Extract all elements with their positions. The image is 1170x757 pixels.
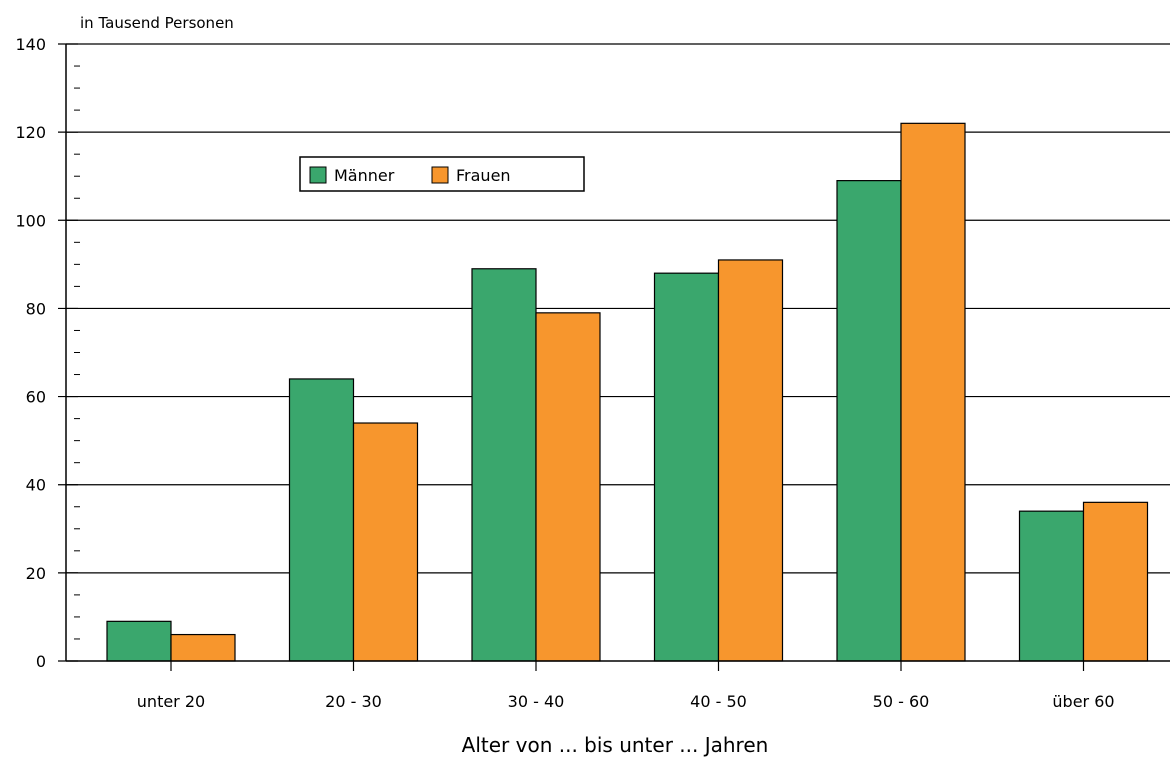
y-tick-label: 100 [15, 211, 46, 230]
bar-maenner [653, 272, 720, 662]
bar-maenner [1018, 510, 1085, 662]
bar-frauen [170, 633, 236, 662]
bar-frauen [535, 312, 601, 662]
y-tick-label: 120 [15, 123, 46, 142]
bar-frauen [352, 422, 419, 662]
x-axis-categories: unter 20 20 - 30 30 - 40 40 - 50 50 - 60 über… [137, 661, 1115, 711]
bars [106, 122, 1149, 662]
bar-frauen [717, 259, 784, 662]
y-tick-label: 40 [26, 476, 46, 495]
y-tick-label: 140 [15, 35, 46, 54]
x-category-label: unter 20 [137, 692, 205, 711]
y-axis-ticks: 0 20 40 60 80 100 120 140 [15, 35, 80, 671]
x-category-label: 40 - 50 [690, 692, 747, 711]
legend-label-maenner: Männer [334, 166, 395, 185]
bar-frauen [900, 122, 966, 662]
bar-maenner [288, 378, 355, 662]
y-tick-label: 60 [26, 388, 46, 407]
y-tick-label: 20 [26, 564, 46, 583]
bar-maenner [106, 620, 172, 662]
gridlines [66, 43, 1170, 574]
bar-frauen [1082, 501, 1149, 662]
legend-swatch-frauen [431, 166, 449, 184]
y-tick-label: 80 [26, 299, 46, 318]
x-category-label: 30 - 40 [508, 692, 565, 711]
axes [65, 44, 1170, 662]
y-unit-label: in Tausend Personen [80, 14, 234, 32]
bar-maenner [471, 268, 537, 662]
y-tick-label: 0 [36, 652, 46, 671]
legend: Männer Frauen [299, 156, 585, 192]
bar-maenner [836, 180, 902, 662]
x-category-label: über 60 [1052, 692, 1114, 711]
legend-label-frauen: Frauen [456, 166, 511, 185]
x-axis-title: Alter von ... bis unter ... Jahren [462, 733, 769, 757]
legend-swatch-maenner [309, 166, 327, 184]
x-category-label: 50 - 60 [873, 692, 930, 711]
x-category-label: 20 - 30 [325, 692, 382, 711]
